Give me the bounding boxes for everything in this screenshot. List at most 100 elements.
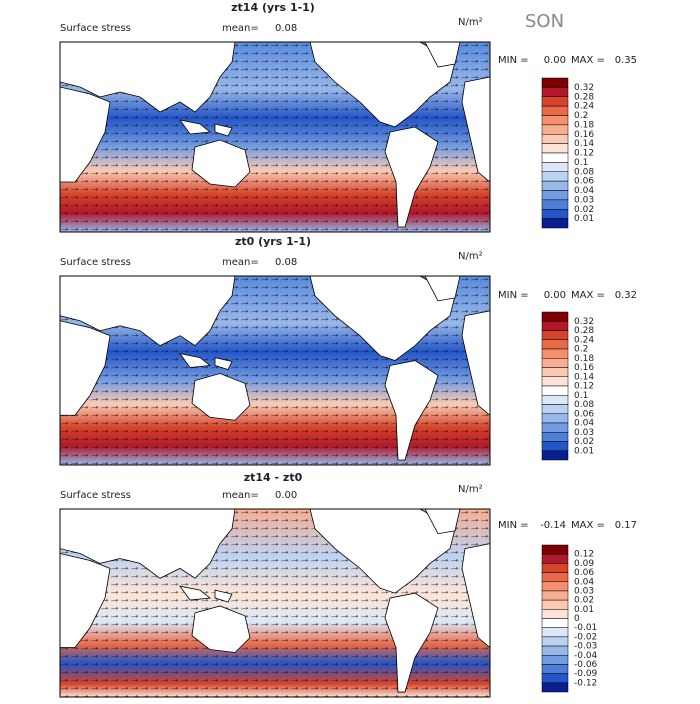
panel-title: zt0 (yrs 1-1) (235, 235, 311, 248)
colorbar-label: 0.06 (574, 568, 594, 578)
colorbar-box (541, 162, 569, 172)
colorbar-label: 0.08 (574, 167, 594, 177)
colorbar-label: 0.14 (574, 372, 594, 382)
map (59, 41, 491, 233)
mean-label: mean= (222, 23, 259, 34)
colorbar-box (541, 115, 569, 126)
max-label: MAX = (571, 520, 605, 531)
colorbar-label: 0.03 (574, 195, 594, 205)
colorbar-box (541, 180, 569, 191)
colorbar-box (541, 563, 569, 573)
mean-value: 0.00 (275, 490, 297, 501)
colorbar-label: 0.08 (574, 400, 594, 410)
colorbar-box (541, 413, 569, 424)
colorbar-label: -0.04 (574, 651, 598, 661)
colorbar-label: 0.18 (574, 354, 594, 364)
max-value: 0.17 (615, 520, 637, 531)
mean-value: 0.08 (275, 257, 297, 268)
colorbar-box (541, 422, 569, 433)
colorbar-box (541, 636, 569, 647)
min-label: MIN = (498, 290, 529, 301)
colorbar-label: 0.24 (574, 335, 594, 345)
mean-value: 0.08 (275, 23, 297, 34)
colorbar-box (541, 590, 569, 601)
map-frame (59, 275, 491, 466)
colorbar-label: -0.09 (574, 669, 598, 679)
colorbar-box (541, 627, 569, 638)
colorbar-box (541, 339, 569, 350)
colorbar-label: 0.2 (574, 345, 588, 355)
colorbar-box (541, 209, 569, 219)
colorbar-box (541, 609, 569, 619)
min-value: -0.14 (540, 520, 566, 531)
colorbar-box (541, 404, 569, 414)
colorbar-box (541, 171, 569, 182)
colorbar-box (541, 645, 569, 656)
colorbar-label: 0.02 (574, 596, 594, 606)
mean-label: mean= (222, 490, 259, 501)
colorbar-box (541, 553, 569, 564)
colorbar-label: 0.04 (574, 419, 594, 429)
colorbar-label: 0.32 (574, 317, 594, 327)
colorbar-box (541, 321, 569, 331)
colorbar-label: 0.18 (574, 120, 594, 130)
colorbar-box (541, 376, 569, 387)
min-label: MIN = (498, 55, 529, 66)
colorbar-label: 0.32 (574, 83, 594, 93)
max-value: 0.35 (615, 55, 637, 66)
min-value: 0.00 (544, 55, 566, 66)
map-frame (59, 508, 491, 698)
colorbar-label: -0.01 (574, 623, 597, 633)
colorbar-label: 0.16 (574, 130, 594, 140)
colorbar-box (541, 311, 569, 322)
colorbar-box (541, 152, 569, 163)
colorbar-box (541, 544, 569, 555)
colorbar-label: 0.03 (574, 428, 594, 438)
colorbar-box (541, 134, 569, 144)
units: N/m² (458, 251, 483, 262)
colorbar-box (541, 358, 569, 368)
colorbar-label: 0.01 (574, 605, 594, 615)
colorbar-box (541, 367, 569, 377)
colorbar-box (541, 348, 569, 359)
mean-label: mean= (222, 257, 259, 268)
colorbar-label: 0.16 (574, 363, 594, 373)
colorbar-box (541, 395, 569, 405)
colorbar-label: 0.14 (574, 139, 594, 149)
colorbar-label: -0.12 (574, 678, 597, 688)
subtitle: Surface stress (60, 23, 131, 34)
season-label: SON (525, 11, 564, 32)
panel-title: zt14 (yrs 1-1) (231, 1, 315, 14)
colorbar-box (541, 105, 569, 116)
min-value: 0.00 (544, 290, 566, 301)
colorbar-label: 0.2 (574, 111, 588, 121)
colorbar-label: 0.04 (574, 186, 594, 196)
colorbar-box (541, 143, 569, 154)
panel-title: zt14 - zt0 (244, 471, 303, 484)
colorbar-label: 0.1 (574, 158, 588, 168)
colorbar-label: 0.12 (574, 149, 594, 159)
colorbar-label: 0 (574, 614, 580, 624)
max-label: MAX = (571, 290, 605, 301)
colorbar-label: 0.28 (574, 326, 594, 336)
map (59, 508, 491, 698)
colorbar-box (541, 124, 569, 135)
colorbar-label: 0.06 (574, 177, 594, 187)
colorbar-box (541, 450, 569, 461)
colorbar-box (541, 432, 569, 442)
colorbar-box (541, 673, 569, 684)
colorbar-box (541, 330, 569, 340)
colorbar-box (541, 87, 569, 97)
colorbar-box (541, 96, 569, 107)
colorbar-label: 0.03 (574, 586, 594, 596)
colorbar-box (541, 599, 569, 610)
colorbar-label: -0.03 (574, 642, 597, 652)
colorbar-label: 0.04 (574, 577, 594, 587)
units: N/m² (458, 17, 483, 28)
colorbar-box (541, 581, 569, 592)
max-value: 0.32 (615, 290, 637, 301)
colorbar-box (541, 190, 569, 201)
colorbar-label: 0.28 (574, 92, 594, 102)
map (59, 275, 491, 466)
